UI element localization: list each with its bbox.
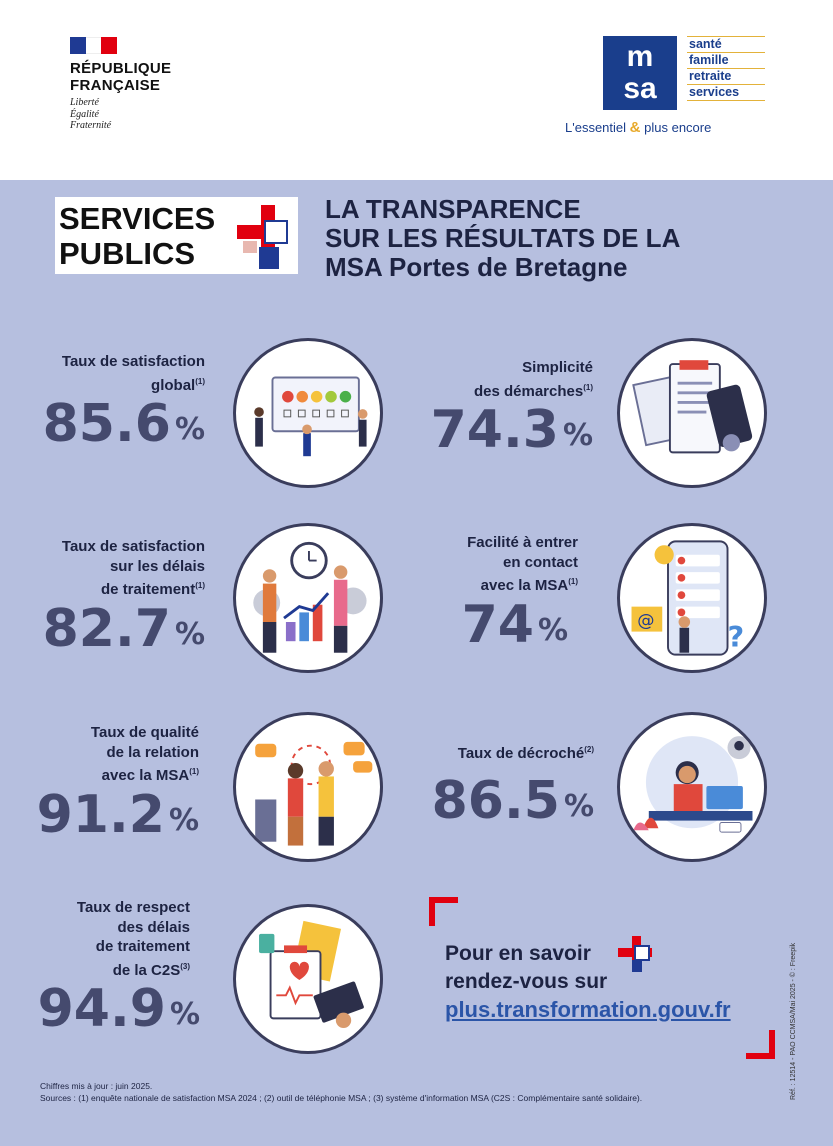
msa-value-item: services <box>687 85 765 101</box>
kpi-label: Taux de décroché <box>457 745 585 762</box>
satisfaction-illustration <box>233 338 383 488</box>
services-publics-cross-icon <box>237 205 288 269</box>
kpi-label: de la C2S <box>112 961 181 979</box>
kpi-label: de traitement <box>101 581 196 598</box>
footer-reference: Réf. : 12514 - PAO CCMSA/Mai 2025 - © : … <box>790 942 797 1100</box>
kpi-note: (3) <box>180 961 190 971</box>
republique-francaise-logo: RÉPUBLIQUE FRANÇAISE Liberté Égalité Fra… <box>70 37 171 132</box>
kpi-label: Taux de satisfaction <box>61 538 205 555</box>
badge-line1: SERVICES <box>59 201 216 236</box>
contact-illustration: @ ? <box>617 523 767 673</box>
page-title: LA TRANSPARENCE SUR LES RÉSULTATS DE LA … <box>325 195 680 282</box>
kpi-note: (1) <box>568 577 578 586</box>
kpi-label: Taux de satisfaction <box>61 353 205 370</box>
french-flag-icon <box>70 37 118 54</box>
kpi-label: Taux de respect <box>76 899 190 916</box>
cta-block: Pour en savoir rendez-vous sur plus.tran… <box>445 940 731 1024</box>
kpi-label: avec la MSA <box>480 577 569 594</box>
msa-values-list: santé famille retraite services <box>687 36 765 101</box>
kpi-value: 86.5 <box>431 770 560 831</box>
relation-illustration <box>233 712 383 862</box>
kpi-value: 82.7 <box>42 598 171 659</box>
kpi-simplicite: Simplicité des démarches(1) 74.3% <box>431 358 593 459</box>
cta-link[interactable]: plus.transformation.gouv.fr <box>445 997 731 1022</box>
kpi-unit: % <box>563 788 594 824</box>
footer-notes: Chiffres mis à jour : juin 2025. Sources… <box>40 1080 642 1104</box>
kpi-respect-delais-c2s: Taux de respect des délais de traitement de… <box>37 898 200 1039</box>
cta-line1: Pour en savoir <box>445 942 591 965</box>
kpi-note: (1) <box>195 581 205 590</box>
kpi-label: Facilité à entrer <box>467 534 578 551</box>
kpi-unit: % <box>537 612 568 648</box>
motto-egalite: Égalité <box>70 108 99 120</box>
msa-logo-icon: m sa <box>603 36 677 110</box>
motto-fraternite: Fraternité <box>70 120 112 131</box>
title-line3: MSA Portes de Bretagne <box>325 252 628 282</box>
msa-value-item: retraite <box>687 69 765 85</box>
msa-tagline-end: plus encore <box>644 120 712 135</box>
kpi-decroche: Taux de décroché(2) 86.5% <box>432 740 594 830</box>
svg-text:?: ? <box>728 620 745 654</box>
badge-line2: PUBLICS <box>59 236 196 271</box>
corner-bracket-icon <box>746 1030 775 1059</box>
kpi-value: 94.9 <box>37 979 166 1039</box>
svg-text:@: @ <box>637 611 654 631</box>
kpi-satisfaction-global: Taux de satisfaction global(1) 85.6% <box>43 352 205 453</box>
kpi-label: de la relation <box>106 743 199 761</box>
title-line1: LA TRANSPARENCE <box>325 194 581 224</box>
msa-value-item: famille <box>687 53 765 69</box>
footer-update: Chiffres mis à jour : juin 2025. <box>40 1081 153 1091</box>
republique-line2: FRANÇAISE <box>70 77 161 94</box>
kpi-label: Taux de qualité <box>90 724 199 741</box>
msa-value-item: santé <box>687 37 765 53</box>
kpi-label: des démarches <box>473 382 584 400</box>
kpi-satisfaction-delais: Taux de satisfaction sur les délais de tra… <box>43 537 205 658</box>
msa-logo: m sa santé famille retraite services L'e… <box>565 36 765 136</box>
msa-tagline: L'essentiel & plus encore <box>565 119 765 136</box>
corner-bracket-icon <box>429 897 458 926</box>
title-line2: SUR LES RÉSULTATS DE LA <box>325 223 681 253</box>
header-band: RÉPUBLIQUE FRANÇAISE Liberté Égalité Fra… <box>0 0 833 180</box>
kpi-facilite-contact: Facilité à entrer en contact avec la MSA(1… <box>462 533 578 654</box>
delais-illustration <box>233 523 383 673</box>
republique-line1: RÉPUBLIQUE <box>70 60 172 77</box>
services-publics-cross-icon <box>618 936 652 972</box>
c2s-illustration <box>233 904 383 1054</box>
kpi-label: Simplicité <box>522 359 593 376</box>
kpi-note: (2) <box>584 745 594 754</box>
msa-mark-line2: sa <box>623 72 657 105</box>
kpi-note: (1) <box>189 767 199 776</box>
kpi-value: 91.2 <box>36 784 165 845</box>
footer-sources: Sources : (1) enquête nationale de satis… <box>40 1093 643 1103</box>
kpi-unit: % <box>562 418 593 453</box>
kpi-label: avec la MSA <box>101 767 190 784</box>
kpi-label: de traitement <box>95 938 190 955</box>
kpi-qualite-relation: Taux de qualité de la relation avec la MSA… <box>37 723 199 844</box>
msa-tagline-start: L'essentiel <box>565 120 627 135</box>
kpi-label: sur les délais <box>109 557 205 575</box>
kpi-unit: % <box>174 412 205 447</box>
kpi-unit: % <box>174 616 205 652</box>
services-publics-badge: SERVICES PUBLICS <box>55 197 298 274</box>
kpi-label: en contact <box>502 553 578 571</box>
kpi-note: (1) <box>195 376 205 386</box>
kpi-unit: % <box>168 802 199 838</box>
kpi-value: 74 <box>461 594 534 655</box>
decroche-illustration <box>617 712 767 862</box>
kpi-label: global <box>151 376 196 394</box>
cta-line2: rendez-vous sur <box>445 970 608 993</box>
motto-liberte: Liberté <box>70 97 99 108</box>
msa-mark-line1: m <box>626 40 654 73</box>
msa-tagline-amp: & <box>629 119 641 136</box>
kpi-label: des délais <box>117 918 190 936</box>
kpi-note: (1) <box>583 382 593 392</box>
kpi-value: 74.3 <box>430 400 559 460</box>
kpi-unit: % <box>169 997 200 1032</box>
demarches-illustration <box>617 338 767 488</box>
kpi-value: 85.6 <box>42 394 171 454</box>
